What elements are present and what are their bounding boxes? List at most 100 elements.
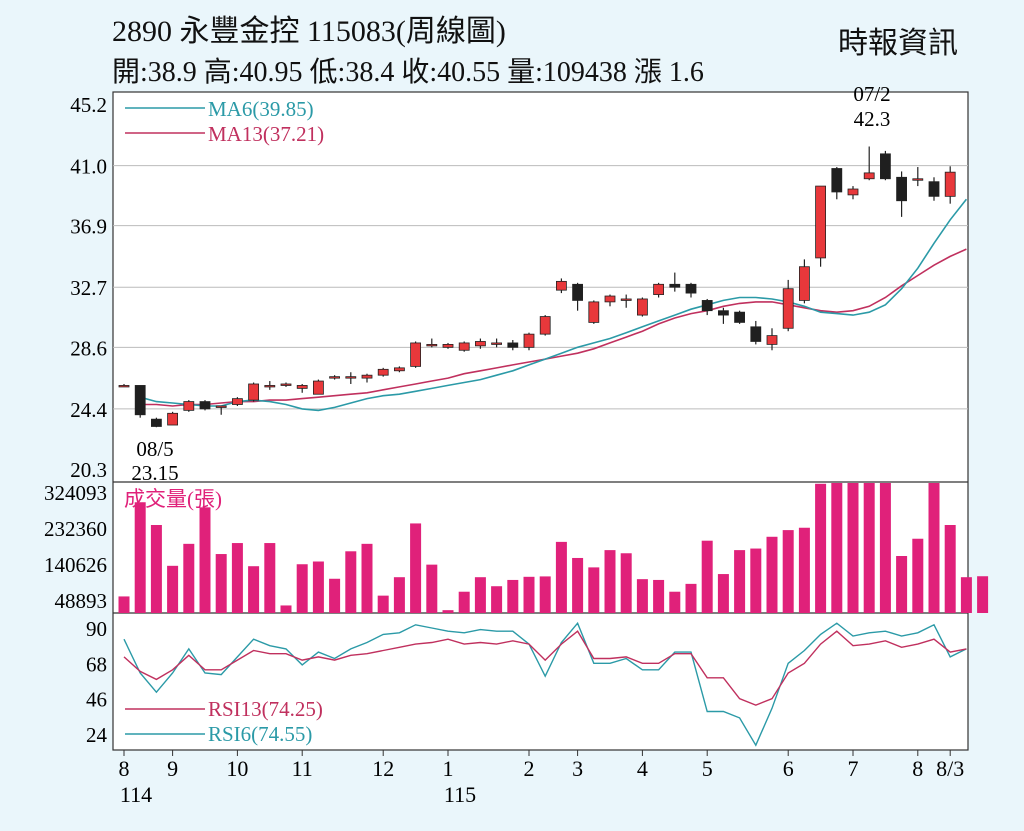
- volume-tick-label: 48893: [55, 589, 108, 613]
- candle-body: [782, 288, 794, 329]
- price-tick-label: 24.4: [70, 398, 107, 422]
- candle-body: [118, 385, 130, 388]
- volume-bar: [458, 591, 470, 613]
- ma6-line: [139, 198, 968, 412]
- rsi-tick-label: 24: [86, 723, 108, 747]
- x-tick-label: 3: [572, 756, 583, 781]
- volume-bar: [863, 483, 875, 613]
- volume-bar: [167, 565, 179, 613]
- candle-body: [604, 295, 616, 303]
- volume-bar: [750, 548, 762, 613]
- candle-body: [248, 383, 260, 401]
- x-tick-label: 1: [443, 756, 454, 781]
- volume-bar: [150, 525, 162, 613]
- price-tick-label: 45.2: [70, 93, 107, 117]
- volume-bar: [264, 543, 276, 613]
- volume-bar: [944, 525, 956, 613]
- candle-body: [507, 342, 519, 348]
- candle-body: [280, 383, 292, 386]
- volume-tick-label: 140626: [44, 553, 107, 577]
- x-tick-label: 6: [783, 756, 794, 781]
- volume-bar: [798, 527, 810, 613]
- candle-body: [150, 418, 162, 427]
- volume-bar: [215, 554, 227, 613]
- price-tick-label: 32.7: [70, 276, 107, 300]
- volume-bar: [620, 553, 632, 613]
- volume-bar: [280, 605, 292, 613]
- volume-bar: [879, 483, 891, 613]
- volume-bar: [717, 574, 729, 613]
- volume-bar: [815, 483, 827, 613]
- volume-bar: [782, 530, 794, 613]
- x-tick-label: 8: [912, 756, 923, 781]
- rsi6-line: [123, 621, 967, 747]
- ohlc-summary: 開:38.9 高:40.95 低:38.4 收:40.55 量:109438 漲…: [112, 57, 704, 88]
- volume-bar: [539, 576, 551, 613]
- legend-ma6: MA6(39.85): [208, 97, 314, 121]
- volume-bar: [442, 610, 454, 613]
- chart-title: 2890 永豐金控 115083(周線圖): [112, 15, 506, 48]
- volume-bar: [199, 507, 211, 613]
- candle-body: [167, 412, 179, 426]
- x-tick-label: 4: [637, 756, 648, 781]
- volume-bar: [329, 578, 341, 613]
- volume-bar: [134, 502, 146, 613]
- candle-body: [539, 316, 551, 335]
- candle-body: [718, 310, 729, 316]
- candle-body: [377, 368, 389, 376]
- chart-header: 2890 永豐金控 115083(周線圖) 開:38.9 高:40.95 低:3…: [0, 0, 1024, 92]
- candle-body: [831, 168, 843, 193]
- volume-bar: [312, 561, 324, 613]
- candle-body: [556, 280, 567, 291]
- low-annotation-date: 08/5: [136, 437, 173, 461]
- volume-bar: [248, 566, 260, 613]
- candle-body: [928, 181, 940, 197]
- candle-body: [863, 172, 875, 180]
- candle-body: [653, 283, 664, 295]
- price-tick-label: 41.0: [70, 155, 107, 179]
- candle-body: [685, 283, 697, 294]
- legend-rsi6: RSI6(74.55): [208, 722, 312, 746]
- volume-title: 成交量(張): [124, 487, 222, 511]
- candle-body: [912, 178, 924, 181]
- candle-body: [750, 326, 762, 342]
- volume-bar: [555, 541, 567, 613]
- x-tick-label: 10: [226, 756, 248, 781]
- volume-bar: [345, 551, 357, 613]
- low-annotation-value: 23.15: [131, 461, 178, 485]
- year-label: 115: [444, 782, 476, 807]
- candle-body: [134, 385, 146, 416]
- candle-body: [491, 342, 503, 345]
- rsi-tick-label: 68: [86, 652, 107, 676]
- legend-rsi13: RSI13(74.25): [208, 697, 323, 721]
- volume-bar: [912, 538, 924, 613]
- price-tick-label: 20.3: [70, 458, 107, 482]
- candle-body: [215, 405, 227, 408]
- volume-tick-label: 324093: [44, 481, 107, 505]
- volume-bar: [231, 543, 243, 613]
- volume-bar: [896, 556, 908, 613]
- candle-body: [701, 300, 713, 312]
- candle-body: [296, 385, 308, 389]
- candle-body: [199, 401, 211, 410]
- ma13-line: [140, 248, 967, 407]
- candle-body: [474, 341, 486, 347]
- candle-body: [345, 376, 357, 379]
- volume-bar: [572, 557, 584, 613]
- volume-bar: [361, 543, 373, 613]
- candle-body: [766, 335, 778, 345]
- candle-body: [361, 374, 373, 379]
- volume-bar: [685, 583, 697, 613]
- volume-bar: [928, 483, 940, 613]
- volume-bar: [766, 536, 778, 613]
- volume-bar: [393, 577, 405, 613]
- x-tick-label: 11: [292, 756, 313, 781]
- volume-bar: [636, 579, 648, 613]
- candle-body: [588, 301, 600, 323]
- candle-body: [572, 283, 583, 301]
- volume-bar: [474, 577, 486, 613]
- volume-bar: [426, 564, 438, 613]
- candle-body: [523, 333, 535, 348]
- volume-bar: [523, 576, 535, 613]
- candle-body: [880, 153, 891, 180]
